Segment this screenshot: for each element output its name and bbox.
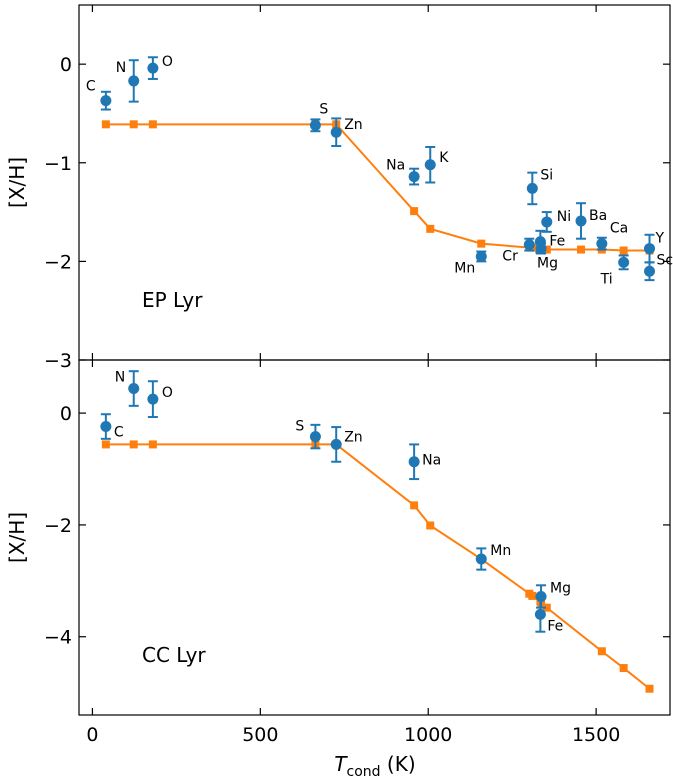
element-label: Ca [610, 221, 628, 237]
observed-point [408, 171, 420, 183]
x-tick-label: 1000 [404, 724, 452, 746]
model-marker [597, 647, 606, 656]
element-label: Ba [589, 208, 607, 224]
x-tick-label: 500 [242, 724, 278, 746]
element-label: Y [655, 231, 665, 247]
observed-point [618, 256, 630, 268]
model-marker [426, 224, 435, 233]
observed-point [100, 95, 112, 107]
model-marker [129, 120, 138, 129]
element-label: Ni [557, 209, 571, 225]
element-label: Fe [547, 618, 563, 634]
element-label: S [295, 419, 304, 435]
model-marker [410, 501, 419, 510]
model-marker [542, 245, 551, 254]
observed-point [526, 182, 538, 194]
element-label: Zn [344, 117, 362, 133]
model-marker [577, 245, 586, 254]
observed-point [309, 431, 321, 443]
panel-2: 0 500 1000 1500 −4 −2 0 [X/H] C N O S Zn Na Mn Mg Fe CC L… [5, 359, 671, 780]
element-label: Ti [600, 271, 613, 287]
model-marker [148, 440, 157, 449]
element-label: N [115, 370, 125, 386]
observed-point [523, 239, 535, 251]
model-marker [426, 521, 435, 530]
panel-label: EP Lyr [142, 288, 203, 312]
plot-frame [78, 359, 671, 716]
model-marker [129, 440, 138, 449]
y-axis-label: [X/H] [5, 157, 29, 208]
model-marker [645, 684, 654, 693]
y-tick-label: −2 [44, 251, 72, 273]
model-marker [528, 591, 537, 600]
observed-point [100, 421, 112, 433]
observed-point [644, 265, 656, 277]
model-line [105, 123, 650, 252]
observed-point [644, 243, 656, 255]
model-marker [619, 246, 628, 255]
y-tick-label: −4 [44, 627, 72, 649]
observed-point [330, 126, 342, 138]
observed-point [596, 238, 608, 250]
observed-point [330, 438, 342, 450]
element-label: Zn [344, 429, 362, 445]
model-marker [542, 603, 551, 612]
y-tick-label: −1 [44, 153, 72, 175]
element-label: C [114, 425, 124, 441]
x-tick-label: 1500 [572, 724, 620, 746]
model-line [105, 443, 651, 690]
panel-label: CC Lyr [142, 643, 206, 667]
y-tick-label: −3 [44, 350, 72, 372]
model-marker [477, 239, 486, 248]
element-label: O [162, 54, 173, 70]
element-label: Fe [549, 234, 565, 250]
observed-point [147, 62, 159, 74]
model-marker [410, 207, 419, 216]
element-label: Si [540, 167, 553, 183]
element-label: Na [386, 158, 405, 174]
element-label: Mn [454, 260, 475, 276]
observed-point [475, 553, 487, 565]
observed-point [541, 216, 553, 228]
observed-point [424, 159, 436, 171]
element-label: Mg [550, 580, 571, 596]
observed-point [128, 383, 140, 395]
observed-point [534, 608, 546, 620]
x-axis-label: Tcond (K) [334, 752, 415, 776]
element-label: C [86, 79, 96, 95]
element-label: O [162, 385, 173, 401]
observed-point [475, 250, 487, 262]
element-label: K [439, 150, 449, 166]
element-label: Cr [502, 249, 518, 265]
y-tick-label: −2 [44, 515, 72, 537]
model-marker [101, 120, 110, 129]
observed-point [128, 75, 140, 87]
observed-point [147, 393, 159, 405]
model-marker [101, 440, 110, 449]
element-label: N [116, 60, 126, 76]
y-tick-label: 0 [60, 54, 72, 76]
element-label: Mg [537, 256, 558, 272]
model-marker [148, 120, 157, 129]
element-label: S [319, 101, 328, 117]
y-axis-label: [X/H] [5, 512, 29, 563]
observed-point [535, 243, 547, 255]
y-tick-label: 0 [60, 403, 72, 425]
observed-point [408, 456, 420, 468]
x-tick-label: 0 [86, 724, 98, 746]
element-label: Na [422, 453, 441, 469]
element-label: Mn [490, 543, 511, 559]
element-label: Sc [657, 252, 673, 268]
observed-point [575, 215, 587, 227]
model-marker [619, 664, 628, 673]
observed-point [309, 119, 321, 131]
